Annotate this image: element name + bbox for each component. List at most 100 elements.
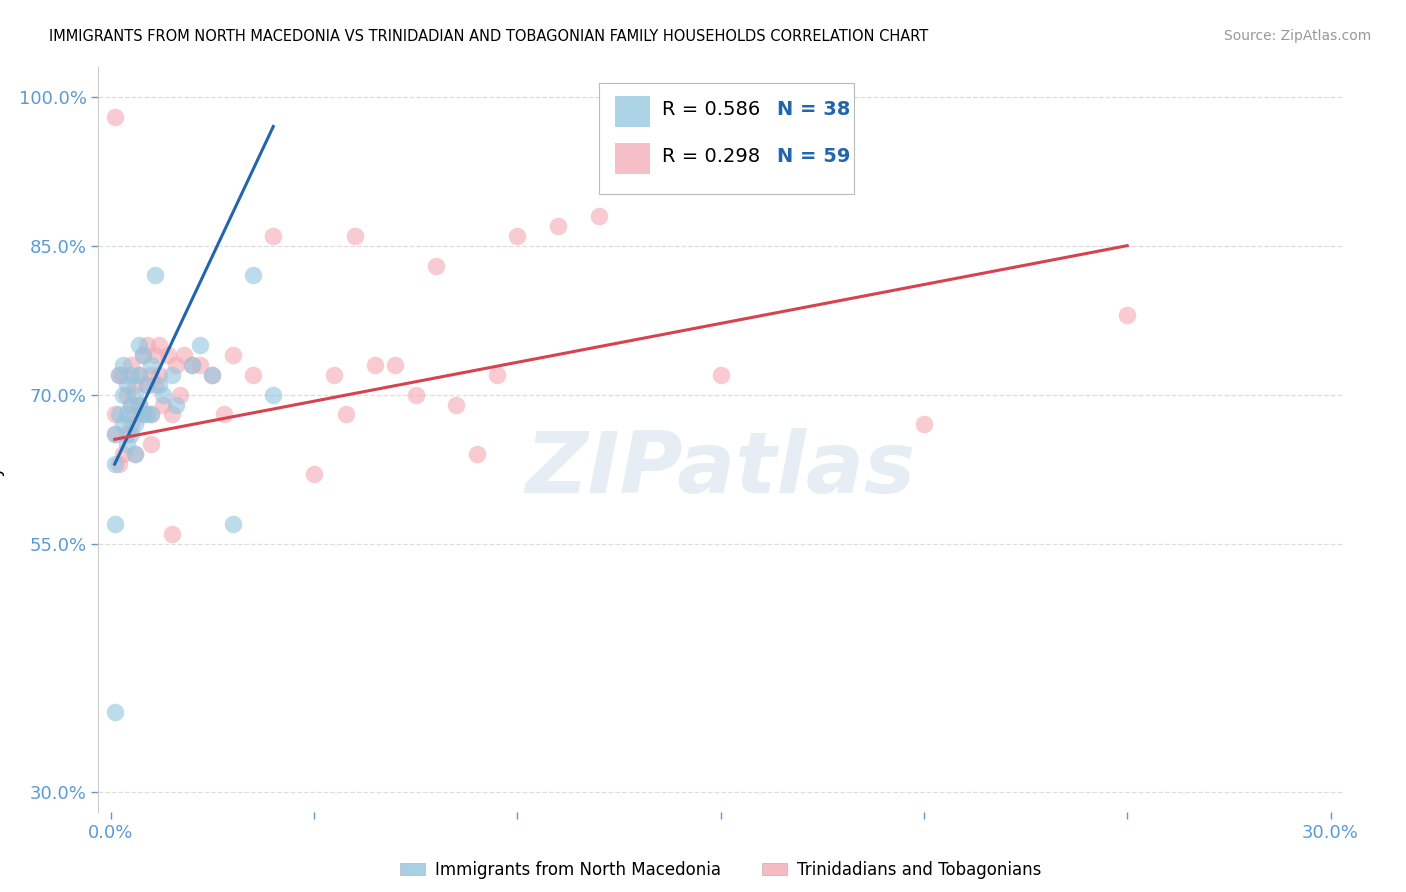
Point <box>104 516 127 531</box>
Point <box>143 377 166 392</box>
Point <box>152 398 174 412</box>
Point <box>124 408 146 422</box>
Point <box>465 447 488 461</box>
Point <box>181 358 204 372</box>
Point <box>115 437 138 451</box>
Bar <box>614 143 650 174</box>
Point <box>115 427 138 442</box>
Text: IMMIGRANTS FROM NORTH MACEDONIA VS TRINIDADIAN AND TOBAGONIAN FAMILY HOUSEHOLDS : IMMIGRANTS FROM NORTH MACEDONIA VS TRINI… <box>49 29 928 45</box>
Point <box>141 368 163 382</box>
Bar <box>614 96 650 128</box>
Point <box>111 387 134 401</box>
Y-axis label: Family Households: Family Households <box>0 355 4 524</box>
Point <box>128 338 150 352</box>
Point <box>152 387 174 401</box>
Point <box>111 417 134 432</box>
Point <box>148 338 170 352</box>
Point <box>115 377 138 392</box>
Point <box>107 368 129 382</box>
Point <box>173 348 195 362</box>
Point <box>221 516 243 531</box>
Point <box>141 358 163 372</box>
Point <box>165 398 187 412</box>
Point <box>384 358 406 372</box>
Point <box>141 408 163 422</box>
Point <box>148 377 170 392</box>
Point <box>107 457 129 471</box>
Point <box>136 408 159 422</box>
Text: Source: ZipAtlas.com: Source: ZipAtlas.com <box>1223 29 1371 44</box>
Point <box>242 268 264 283</box>
Point <box>111 447 134 461</box>
Point <box>120 398 142 412</box>
Point <box>485 368 508 382</box>
Point <box>709 368 731 382</box>
Point <box>124 387 146 401</box>
Point <box>132 348 155 362</box>
Point <box>120 368 142 382</box>
Point <box>115 387 138 401</box>
Point <box>104 408 127 422</box>
Point <box>128 368 150 382</box>
Point <box>136 338 159 352</box>
Point <box>104 706 127 720</box>
Point <box>181 358 204 372</box>
Point <box>201 368 224 382</box>
Point <box>160 526 183 541</box>
Point <box>104 427 127 442</box>
Point <box>128 368 150 382</box>
Point <box>132 408 155 422</box>
Point <box>364 358 387 372</box>
Point <box>124 447 146 461</box>
Point <box>120 358 142 372</box>
Point <box>335 408 357 422</box>
Point <box>165 358 187 372</box>
Point <box>104 110 127 124</box>
Point <box>128 398 150 412</box>
Point <box>107 368 129 382</box>
Point <box>262 387 284 401</box>
Point <box>141 437 163 451</box>
Point <box>343 228 366 243</box>
Point <box>1116 308 1139 322</box>
Point <box>124 447 146 461</box>
Point <box>547 219 569 233</box>
Point <box>132 408 155 422</box>
FancyBboxPatch shape <box>599 83 853 194</box>
Text: N = 38: N = 38 <box>776 100 851 119</box>
Point <box>405 387 427 401</box>
Legend: Immigrants from North Macedonia, Trinidadians and Tobagonians: Immigrants from North Macedonia, Trinida… <box>392 854 1049 886</box>
Point <box>148 368 170 382</box>
Point <box>242 368 264 382</box>
Point <box>111 368 134 382</box>
Point <box>221 348 243 362</box>
Text: ZIPatlas: ZIPatlas <box>526 427 915 510</box>
Point <box>188 358 211 372</box>
Point <box>124 417 146 432</box>
Point <box>302 467 325 481</box>
Point <box>141 408 163 422</box>
Point <box>120 417 142 432</box>
Point <box>323 368 346 382</box>
Point <box>169 387 191 401</box>
Point <box>262 228 284 243</box>
Point <box>120 398 142 412</box>
Point <box>124 377 146 392</box>
Point <box>120 427 142 442</box>
Point <box>446 398 468 412</box>
Point <box>104 427 127 442</box>
Point <box>425 259 447 273</box>
Point <box>160 408 183 422</box>
Point <box>143 268 166 283</box>
Point <box>115 408 138 422</box>
Point <box>588 209 610 223</box>
Text: N = 59: N = 59 <box>776 147 851 166</box>
Text: R = 0.586: R = 0.586 <box>662 100 761 119</box>
Point <box>107 408 129 422</box>
Point <box>128 398 150 412</box>
Point <box>160 368 183 382</box>
Point <box>136 377 159 392</box>
Point <box>132 348 155 362</box>
Point <box>111 358 134 372</box>
Point <box>143 348 166 362</box>
